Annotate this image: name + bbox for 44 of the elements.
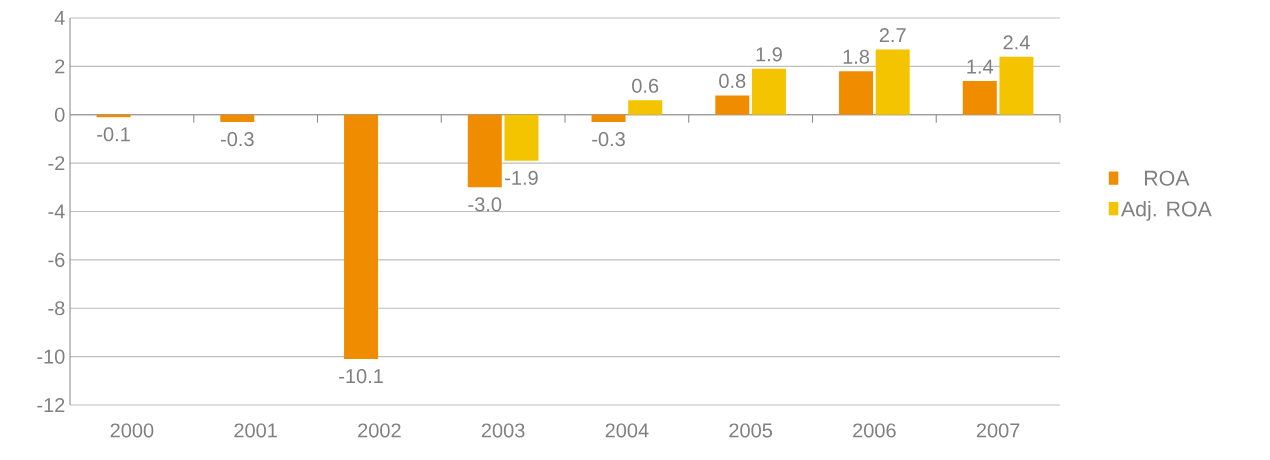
x-tick-label: 2000: [110, 423, 154, 438]
data-label: -0.3: [220, 132, 254, 147]
data-label: -0.1: [97, 127, 130, 142]
bar: [591, 114, 626, 122]
x-tick-label: 2006: [853, 423, 896, 438]
data-label: 1.4: [967, 59, 994, 74]
bar: [504, 114, 539, 161]
x-tick-label: 2005: [729, 423, 773, 438]
data-label: 0.8: [719, 73, 746, 89]
x-tick-label: 2004: [605, 423, 649, 438]
x-tick-label: 2003: [481, 423, 525, 438]
bar: [839, 71, 874, 115]
data-label: 2.7: [879, 28, 906, 43]
y-tick-label: -8: [48, 301, 65, 316]
y-tick-label: -2: [48, 156, 65, 171]
bar: [875, 49, 910, 115]
bar: [467, 114, 502, 188]
bar: [999, 56, 1034, 115]
data-label: 2.4: [1003, 35, 1030, 50]
y-tick-label: -6: [48, 252, 65, 267]
y-tick-label: -10: [37, 349, 65, 364]
data-label: -10.1: [339, 369, 383, 384]
y-tick-label: 2: [55, 59, 65, 74]
data-label: 1.9: [756, 47, 782, 62]
data-label: -3.0: [468, 197, 502, 212]
y-tick-label: -4: [48, 204, 65, 219]
bar: [220, 114, 255, 122]
data-label: 1.8: [843, 49, 870, 64]
bar: [962, 80, 997, 115]
legend-label: ROA: [1145, 170, 1190, 186]
bar: [628, 100, 663, 115]
bar: [344, 114, 379, 360]
x-tick-label: 2007: [976, 423, 1020, 438]
bar: [751, 68, 786, 115]
x-tick-label: 2001: [234, 423, 277, 438]
data-label: -0.3: [592, 132, 625, 147]
legend-label: Adj. ROA: [1121, 200, 1212, 221]
data-label: -1.9: [505, 170, 538, 185]
y-tick-label: 4: [54, 11, 65, 25]
x-tick-label: 2002: [358, 423, 401, 438]
y-tick-label: -12: [37, 398, 65, 412]
y-tick-label: 0: [54, 107, 65, 122]
data-label: 0.6: [632, 78, 659, 93]
bar: [715, 95, 750, 115]
